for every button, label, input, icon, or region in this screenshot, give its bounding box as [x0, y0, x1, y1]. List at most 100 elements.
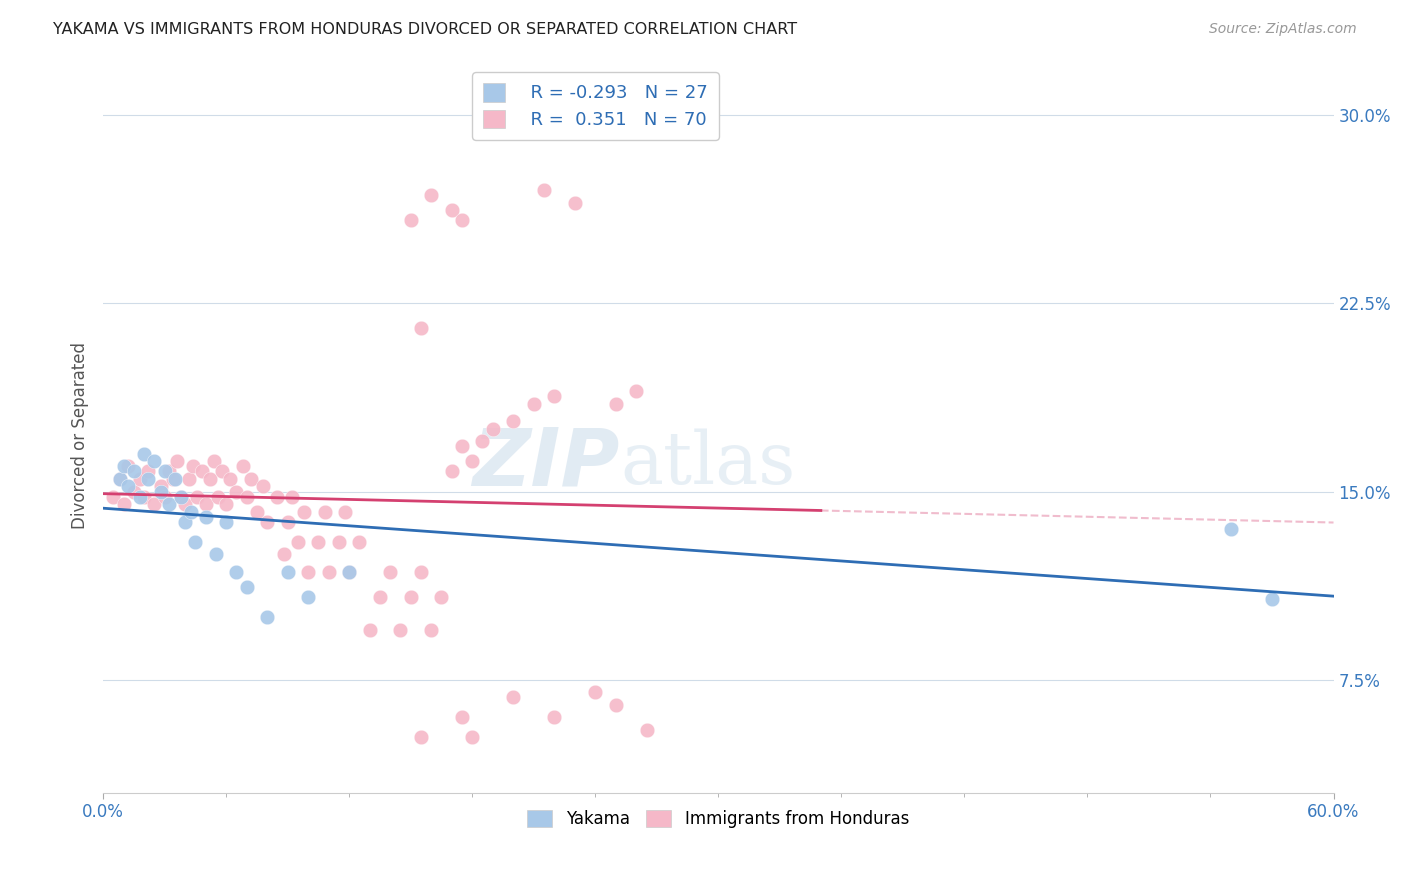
Point — [174, 497, 197, 511]
Text: atlas: atlas — [620, 428, 796, 499]
Point — [297, 590, 319, 604]
Point — [117, 479, 139, 493]
Point — [256, 610, 278, 624]
Point — [471, 434, 494, 449]
Point — [266, 490, 288, 504]
Point — [225, 484, 247, 499]
Point — [337, 565, 360, 579]
Point — [333, 505, 356, 519]
Point — [380, 565, 402, 579]
Point — [502, 690, 524, 705]
Point — [232, 459, 254, 474]
Point — [451, 439, 474, 453]
Point — [235, 580, 257, 594]
Point — [183, 459, 205, 474]
Point — [190, 465, 212, 479]
Point — [337, 565, 360, 579]
Point — [626, 384, 648, 398]
Point — [103, 490, 125, 504]
Point — [117, 459, 139, 474]
Point — [157, 497, 180, 511]
Point — [481, 422, 503, 436]
Point — [583, 685, 606, 699]
Point — [277, 515, 299, 529]
Point — [174, 515, 197, 529]
Point — [143, 454, 166, 468]
Point — [523, 397, 546, 411]
Point — [194, 497, 217, 511]
Point — [409, 731, 432, 745]
Point — [461, 731, 484, 745]
Point — [605, 698, 627, 712]
Point — [368, 590, 391, 604]
Point — [179, 472, 201, 486]
Point — [215, 515, 238, 529]
Point — [349, 534, 371, 549]
Point — [108, 472, 131, 486]
Point — [273, 547, 295, 561]
Point — [389, 623, 412, 637]
Point — [184, 534, 207, 549]
Y-axis label: Divorced or Separated: Divorced or Separated — [72, 342, 89, 529]
Point — [461, 454, 484, 468]
Point — [166, 454, 188, 468]
Point — [292, 505, 315, 519]
Point — [153, 490, 176, 504]
Point — [605, 397, 627, 411]
Point — [235, 490, 257, 504]
Point — [215, 497, 238, 511]
Point — [129, 490, 152, 504]
Point — [122, 484, 145, 499]
Point — [225, 565, 247, 579]
Point — [328, 534, 350, 549]
Point — [129, 472, 152, 486]
Point — [134, 490, 156, 504]
Point — [239, 472, 262, 486]
Text: ZIP: ZIP — [472, 425, 620, 503]
Point — [246, 505, 269, 519]
Point — [399, 590, 422, 604]
Point — [297, 565, 319, 579]
Point — [207, 490, 229, 504]
Point — [420, 623, 443, 637]
Point — [318, 565, 340, 579]
Point — [149, 484, 172, 499]
Point — [211, 465, 233, 479]
Point — [108, 472, 131, 486]
Point — [440, 465, 463, 479]
Point — [430, 590, 453, 604]
Point — [170, 490, 193, 504]
Point — [180, 505, 202, 519]
Point — [636, 723, 658, 737]
Text: YAKAMA VS IMMIGRANTS FROM HONDURAS DIVORCED OR SEPARATED CORRELATION CHART: YAKAMA VS IMMIGRANTS FROM HONDURAS DIVOR… — [53, 22, 797, 37]
Point — [543, 389, 565, 403]
Point — [543, 710, 565, 724]
Point — [112, 459, 135, 474]
Point — [451, 710, 474, 724]
Point — [186, 490, 208, 504]
Point — [136, 465, 159, 479]
Point — [252, 479, 274, 493]
Point — [163, 472, 186, 486]
Point — [399, 213, 422, 227]
Point — [533, 183, 555, 197]
Point — [564, 195, 586, 210]
Point — [307, 534, 329, 549]
Point — [1261, 592, 1284, 607]
Point — [202, 454, 225, 468]
Point — [112, 497, 135, 511]
Point — [149, 479, 172, 493]
Point — [157, 465, 180, 479]
Point — [136, 472, 159, 486]
Point — [440, 203, 463, 218]
Point — [170, 490, 193, 504]
Point — [359, 623, 381, 637]
Point — [281, 490, 304, 504]
Point — [314, 505, 336, 519]
Point — [287, 534, 309, 549]
Point — [122, 465, 145, 479]
Point — [198, 472, 221, 486]
Point — [277, 565, 299, 579]
Legend: Yakama, Immigrants from Honduras: Yakama, Immigrants from Honduras — [520, 803, 915, 834]
Point — [162, 472, 184, 486]
